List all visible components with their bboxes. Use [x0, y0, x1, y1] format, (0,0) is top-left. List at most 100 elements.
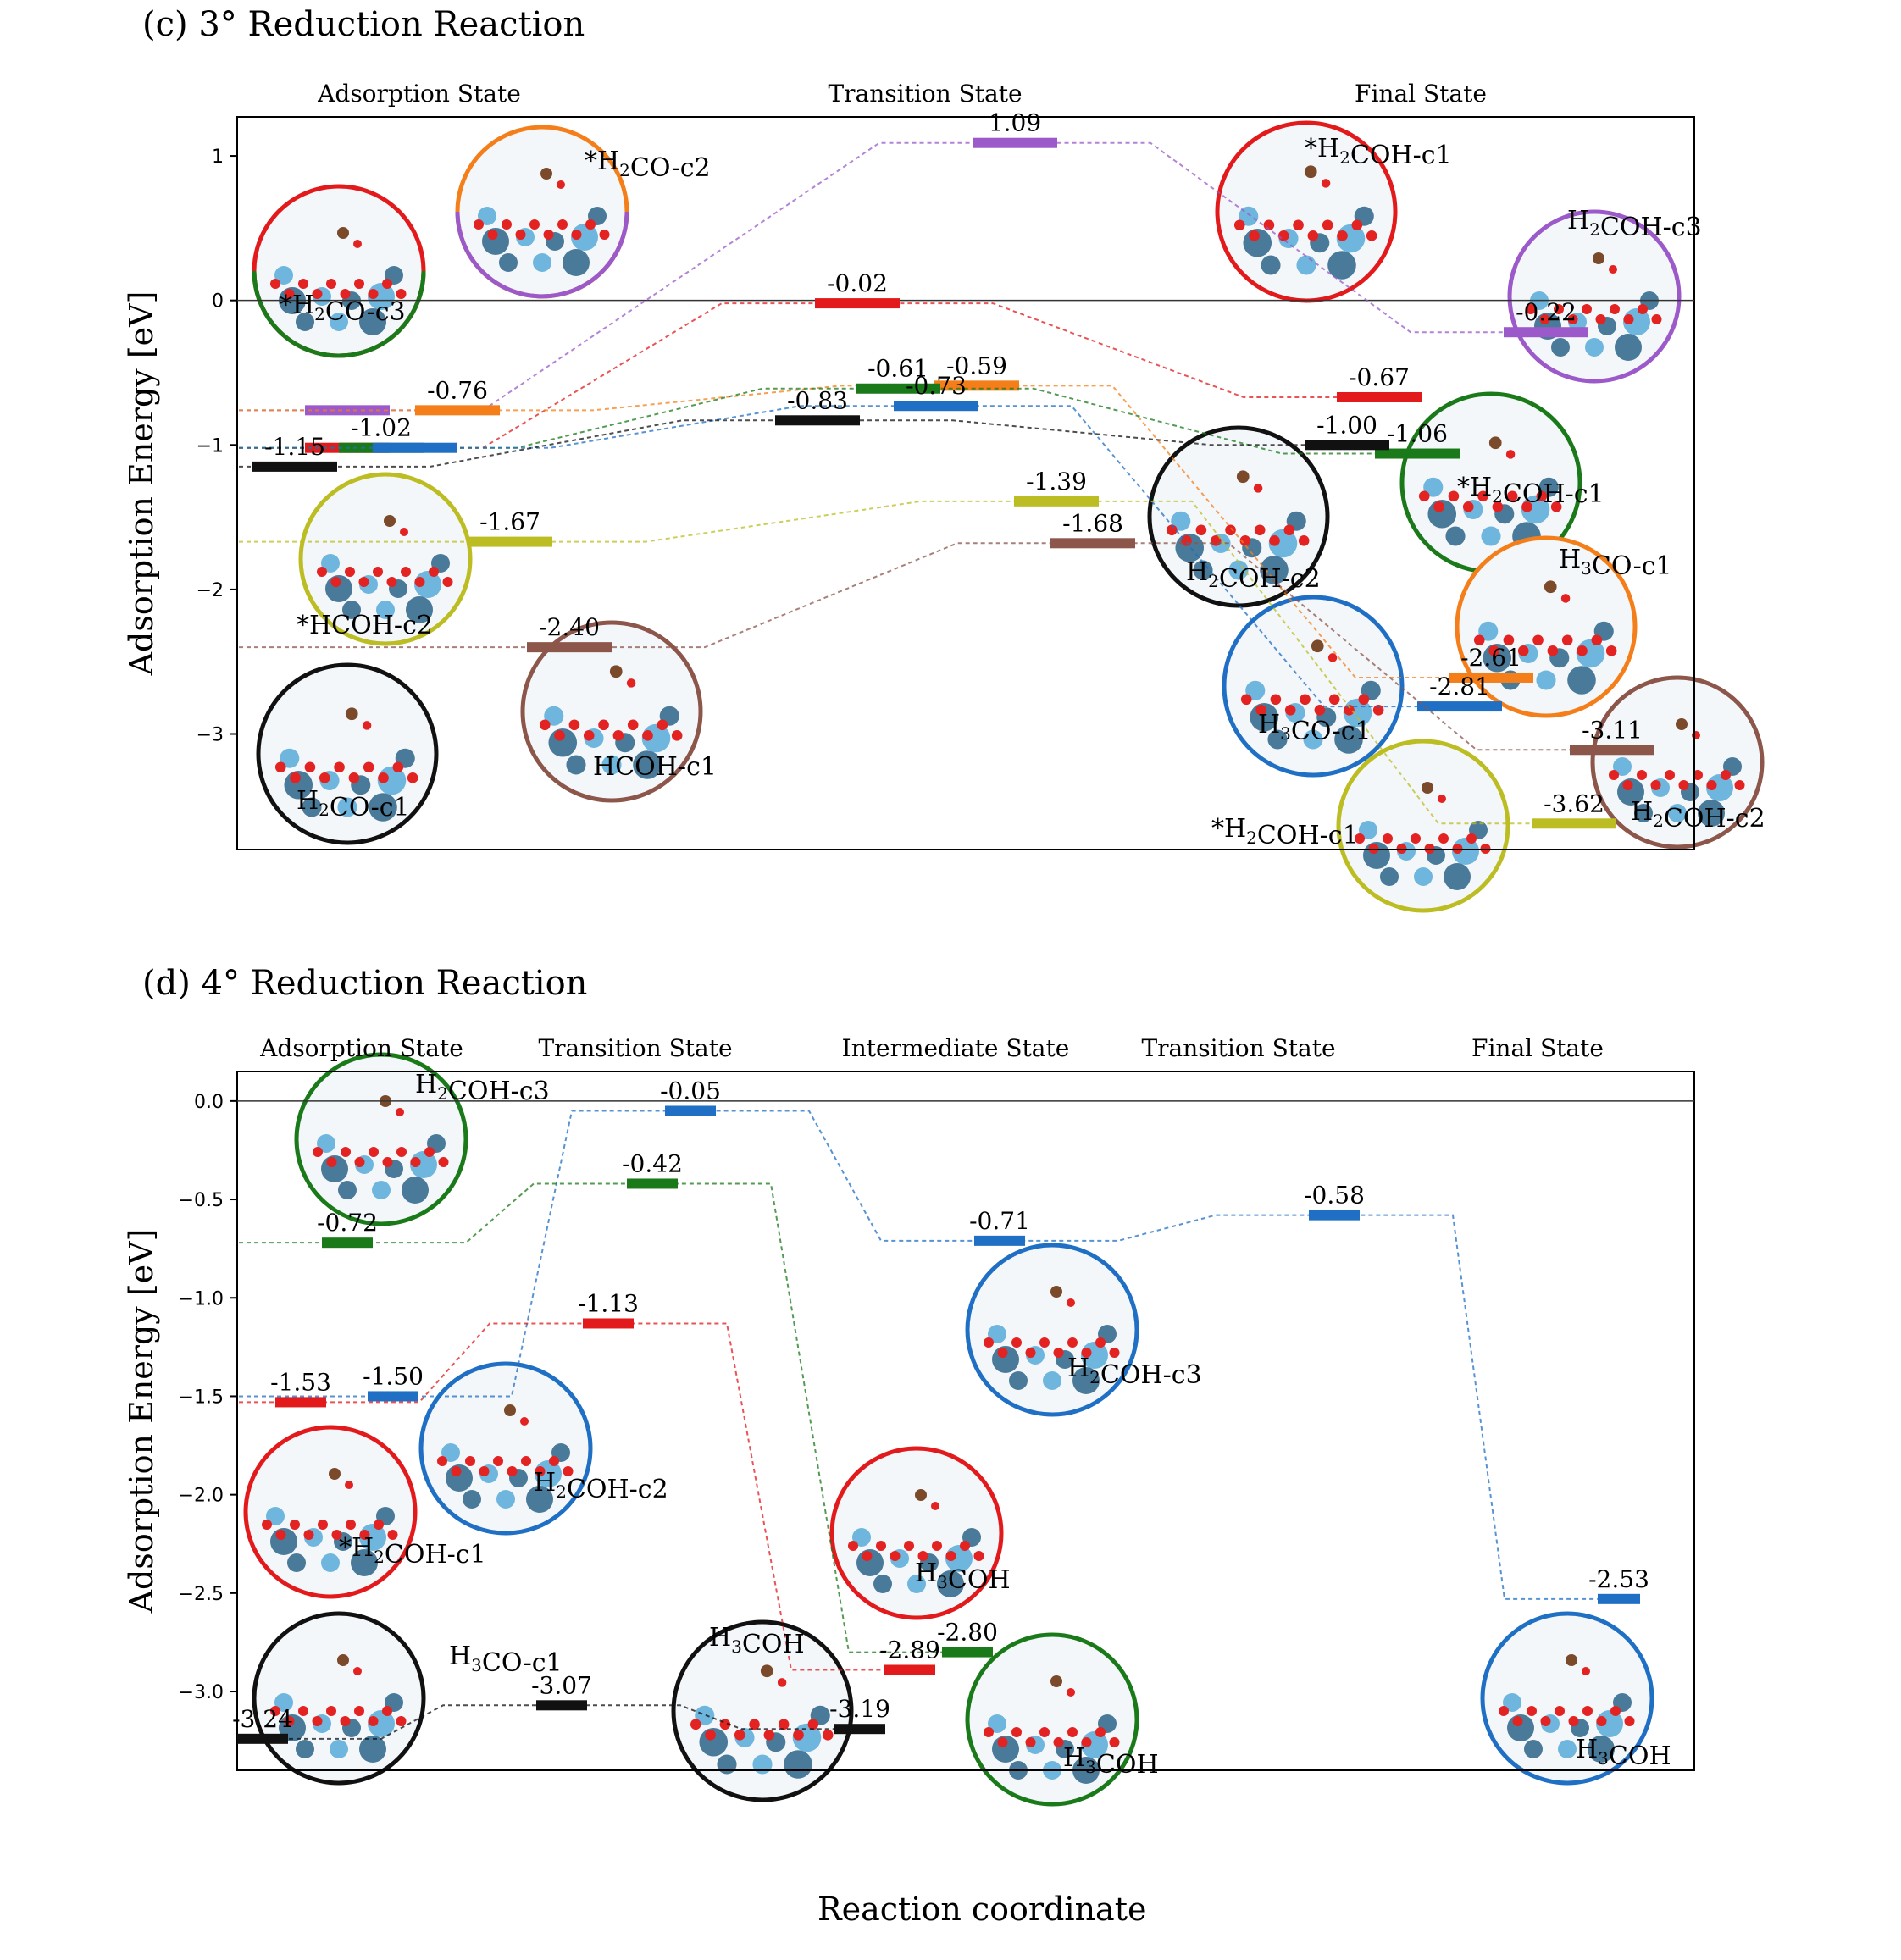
energy-label-c-orange-1: -0.76 — [427, 376, 488, 404]
structure-image-c-5 — [520, 620, 703, 803]
structure-label-c-13: H2COH-c2 — [1631, 797, 1765, 833]
energy-label-c-blue-2: -0.73 — [906, 372, 967, 400]
structure-image-c-10 — [1222, 595, 1405, 778]
energy-label-d-green-2: -0.42 — [622, 1149, 683, 1177]
energy-label-c-orange-2: -0.59 — [946, 352, 1007, 379]
connector-d-blue — [239, 1110, 1640, 1600]
y-tick-label-d-5: −2.5 — [179, 1584, 224, 1605]
energy-bar-c-brown-2 — [1050, 538, 1135, 549]
energy-bar-c-green-2 — [856, 383, 940, 394]
energy-bar-c-blue-3 — [1417, 701, 1502, 712]
structure-label-d-8: H3COH — [1063, 1743, 1159, 1780]
y-tick-label-c-2: −1 — [197, 435, 224, 457]
y-axis-label-c: Adsorption Energy [eV] — [123, 291, 160, 677]
energy-label-d-red-3: -2.89 — [879, 1636, 940, 1664]
energy-label-c-brown-2: -1.68 — [1062, 509, 1123, 537]
energy-label-c-purple-2: 1.09 — [989, 109, 1041, 137]
energy-label-c-red-3: -0.67 — [1349, 363, 1410, 391]
structure-label-d-4: H3CO-c1 — [449, 1642, 563, 1678]
energy-label-d-blue-5: -2.53 — [1588, 1565, 1649, 1593]
energy-bar-d-green-3 — [942, 1647, 993, 1658]
x-axis-label: Reaction coordinate — [817, 1891, 1147, 1928]
plot-frame-d — [236, 1071, 1695, 1771]
connector-d-black — [237, 1704, 885, 1740]
structure-label-c-10: H3CO-c1 — [1258, 710, 1372, 746]
panel-c-title: (c) 3° Reduction Reaction — [142, 5, 585, 44]
structure-image-c-9 — [1399, 391, 1582, 574]
energy-label-c-green-1: -1.02 — [351, 414, 412, 442]
stage-label-c-2: Transition State — [828, 80, 1022, 108]
energy-label-c-green-2: -0.61 — [867, 355, 928, 383]
y-axis-label-d: Adsorption Energy [eV] — [123, 1229, 160, 1614]
energy-bar-c-olive-2 — [1014, 496, 1099, 507]
structure-label-c-1: *H2CO-c3 — [280, 291, 406, 327]
energy-label-d-blue-4: -0.58 — [1304, 1182, 1365, 1210]
panel-d-chart: 0.0 −0.5 −1.0 −1.5 −2.0 −2.5 −3.0 Adsorption En… — [123, 1034, 1695, 1807]
y-tick-label-d-6: −3.0 — [179, 1682, 224, 1703]
panel-d-title: (d) 4° Reduction Reaction — [142, 964, 588, 1003]
energy-label-d-blue-1: -1.50 — [363, 1362, 424, 1390]
structure-image-d-6 — [829, 1446, 1004, 1620]
structure-label-c-3: *HCOH-c2 — [297, 611, 433, 640]
energy-label-c-purple-3: -0.22 — [1516, 298, 1577, 326]
energy-label-c-blue-3: -2.81 — [1429, 673, 1490, 700]
structure-image-c-3 — [298, 472, 473, 646]
structure-label-c-2: *H2CO-c2 — [585, 147, 711, 183]
structure-image-d-5 — [965, 1243, 1139, 1417]
y-tick-label-c-0: 1 — [212, 147, 224, 168]
structure-label-d-2: *H2COH-c1 — [339, 1533, 486, 1570]
energy-label-d-green-1: -0.72 — [317, 1209, 378, 1237]
structure-label-d-5: H2COH-c3 — [1067, 1354, 1202, 1390]
structure-image-d-3 — [418, 1361, 593, 1536]
structure-image-d-7 — [671, 1619, 854, 1802]
stage-label-d-4: Transition State — [1141, 1034, 1335, 1062]
energy-bar-c-black-1 — [252, 461, 337, 472]
energy-bar-c-orange-1 — [415, 405, 500, 416]
structure-image-d-9 — [1480, 1611, 1654, 1786]
energy-bar-c-brown-1 — [527, 642, 612, 653]
energy-bar-d-black-1 — [237, 1733, 288, 1744]
y-tick-label-d-1: −0.5 — [179, 1190, 224, 1211]
energy-bar-c-blue-2 — [894, 401, 978, 412]
energy-bar-d-red-3 — [884, 1664, 935, 1675]
plot-frame-c — [236, 116, 1695, 850]
energy-label-c-green-3: -1.06 — [1387, 420, 1448, 448]
energy-bar-d-red-2 — [583, 1318, 634, 1329]
energy-label-c-olive-3: -3.62 — [1544, 789, 1604, 817]
structure-image-c-13 — [1590, 675, 1765, 850]
y-tick-label-d-2: −1.0 — [179, 1288, 224, 1309]
stage-label-c-1: Adsorption State — [317, 80, 521, 108]
energy-bar-c-red-2 — [815, 298, 900, 309]
energy-bar-c-olive-3 — [1532, 818, 1616, 829]
energy-label-c-red-2: -0.02 — [827, 269, 888, 297]
energy-label-c-brown-1: -2.40 — [539, 613, 600, 641]
energy-bar-d-blue-5 — [1598, 1593, 1640, 1604]
structure-label-d-6: H3COH — [915, 1559, 1011, 1595]
energy-label-d-black-1: -3.24 — [232, 1705, 293, 1733]
y-tick-label-c-4: −3 — [197, 725, 224, 746]
energy-bar-d-black-2 — [536, 1700, 587, 1711]
energy-bar-d-red-1 — [275, 1397, 326, 1408]
stage-label-d-3: Intermediate State — [842, 1034, 1070, 1062]
structure-label-c-5: HCOH-c1 — [593, 752, 717, 782]
energy-bar-c-purple-3 — [1504, 327, 1588, 338]
structure-image-c-2 — [455, 125, 629, 299]
structure-image-c-7 — [1507, 209, 1682, 384]
energy-label-c-orange-3: -2.61 — [1460, 644, 1521, 672]
energy-bar-c-black-3 — [1305, 440, 1389, 451]
structure-image-c-4 — [256, 662, 439, 845]
energy-label-d-black-3: -3.19 — [829, 1695, 890, 1723]
structure-label-c-11: H3CO-c1 — [1559, 545, 1672, 581]
energy-bar-d-green-2 — [627, 1178, 678, 1189]
energy-bar-c-olive-1 — [468, 536, 552, 547]
panel-c-chart: 1 0 −1 −2 −3 Adsorption Energy [eV] Adsorption… — [123, 80, 1765, 913]
structure-label-c-9: *H2COH-c1 — [1457, 473, 1604, 509]
structure-image-c-12 — [1336, 739, 1510, 913]
stage-label-c-3: Final State — [1355, 80, 1487, 108]
structure-image-c-6 — [1215, 120, 1398, 303]
energy-label-c-black-3: -1.00 — [1316, 411, 1377, 439]
energy-label-d-red-2: -1.13 — [578, 1289, 639, 1317]
y-tick-label-d-0: 0.0 — [194, 1092, 224, 1113]
energy-bar-d-blue-1 — [368, 1391, 418, 1402]
energy-bar-c-blue-1 — [373, 442, 457, 453]
